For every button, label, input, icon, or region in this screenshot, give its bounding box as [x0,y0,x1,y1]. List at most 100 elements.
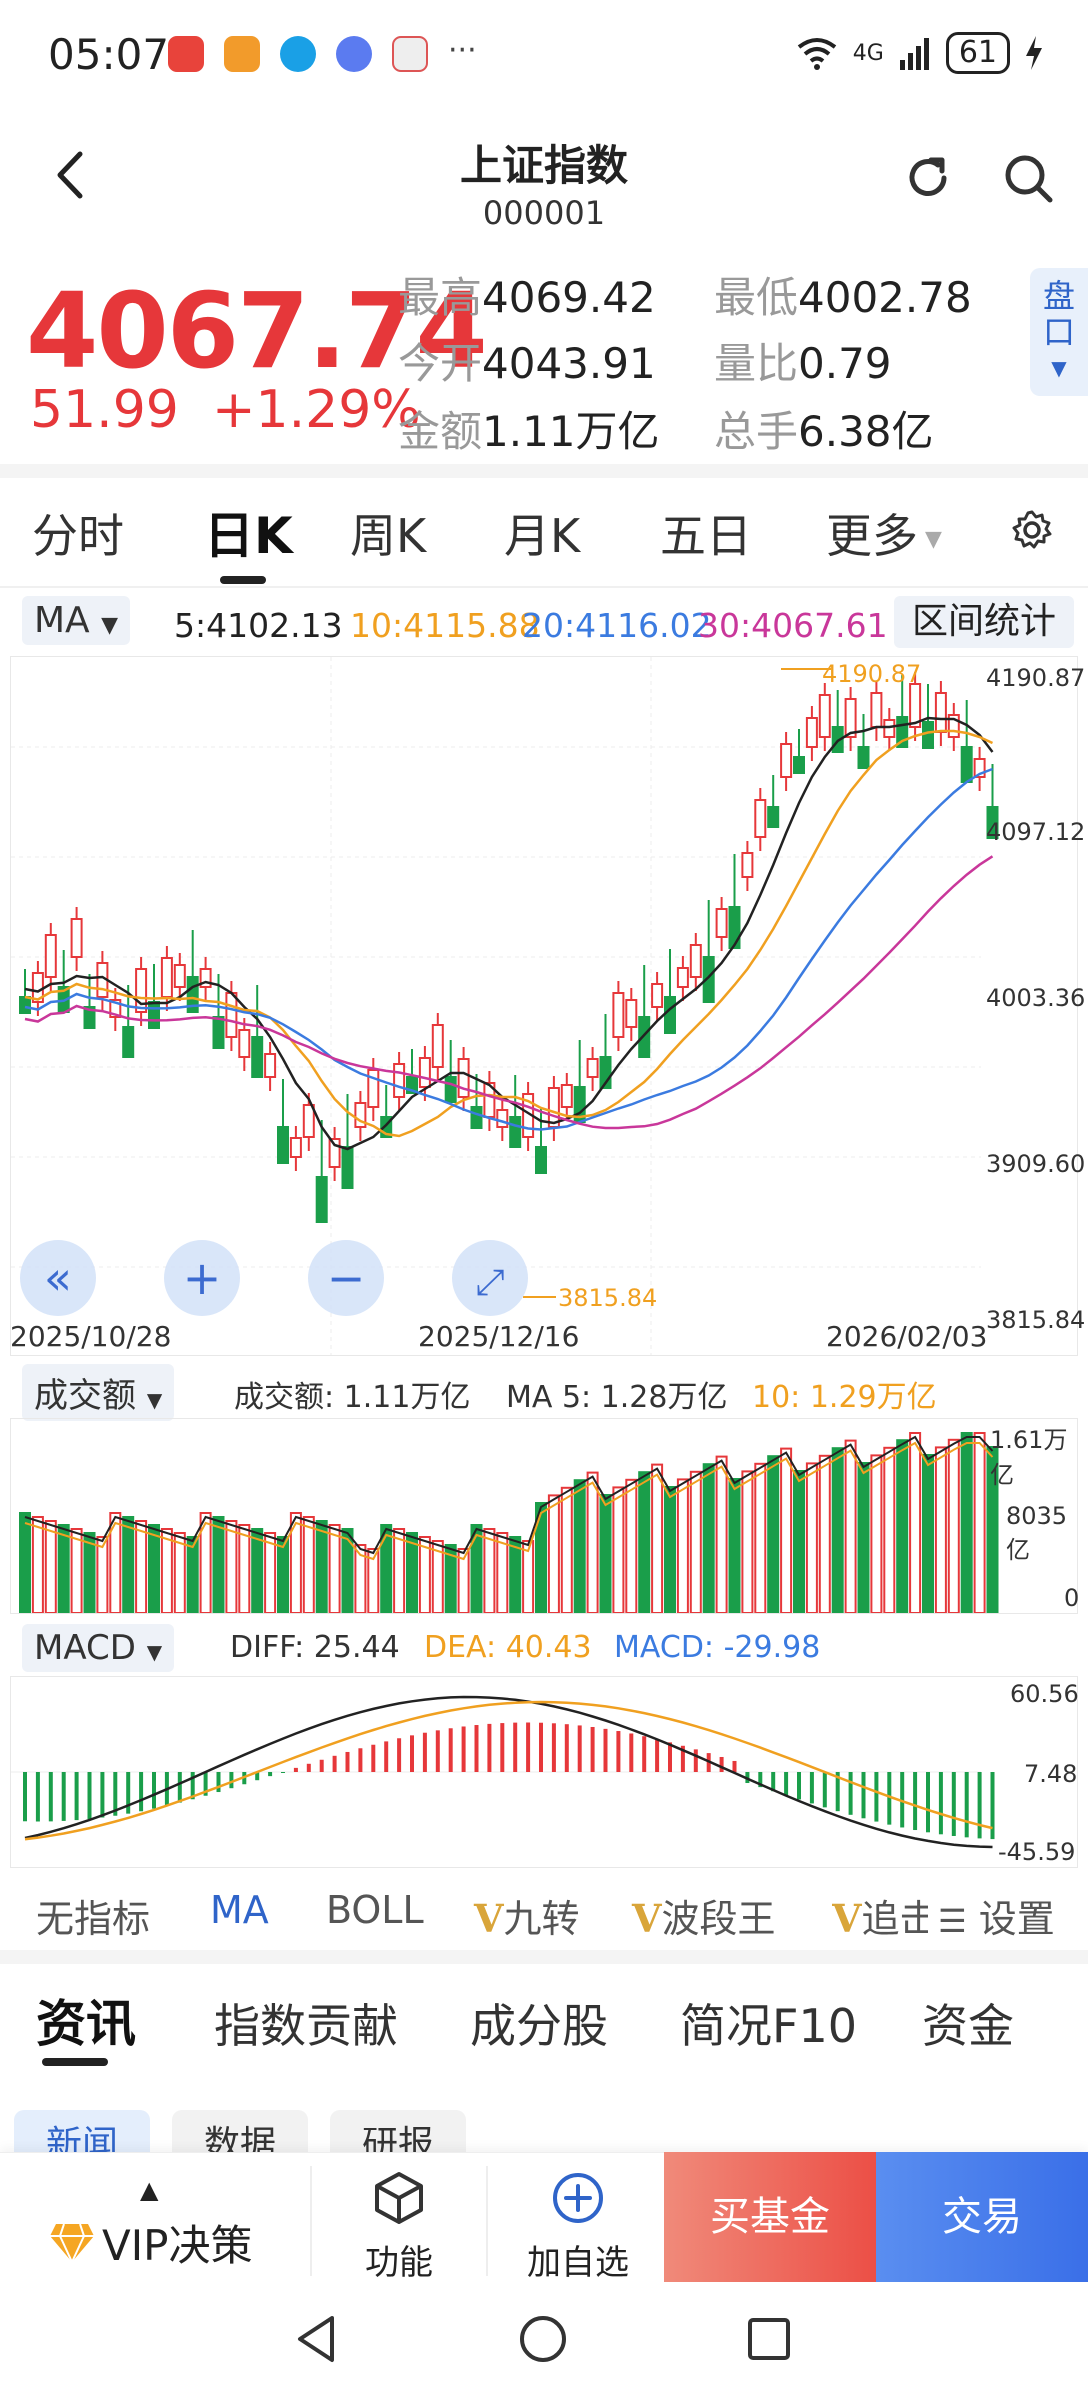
macd-bar [74,1772,79,1821]
macd-selector[interactable]: MACD ▼ [22,1624,175,1672]
indicator-chase[interactable]: V追击 [832,1888,928,1943]
macd-bar [255,1772,260,1781]
candle-body [651,983,664,1008]
tab-more[interactable]: 更多 ▼ [826,500,942,566]
fullscreen-button[interactable]: ⤢ [452,1240,528,1316]
candle-body [470,1106,483,1129]
candle-body [934,692,947,733]
macd-bar [152,1772,156,1809]
tab-constituents[interactable]: 成分股 [470,1999,608,2053]
back-triangle-icon[interactable] [290,2312,344,2366]
volume-bar [676,1478,689,1615]
zoom-out-button[interactable]: − [308,1240,384,1316]
kline-chart[interactable] [10,656,1078,1356]
indicator-ma[interactable]: MA [210,1888,269,1932]
diff-line [24,1695,993,1849]
candle-body [444,1076,457,1103]
zoom-in-button[interactable]: + [164,1240,240,1316]
ma20-line [24,767,993,1131]
add-watchlist-button[interactable]: 加自选 [522,2170,634,2284]
home-circle-icon[interactable] [516,2312,570,2366]
caret-up-icon[interactable]: ▲ [140,2176,159,2204]
macd-bar [874,1772,879,1822]
volume-bar [870,1454,883,1615]
gear-icon[interactable] [1010,508,1054,552]
macd-bar [861,1772,866,1819]
candle-body [741,852,754,878]
macd-bar [448,1728,453,1772]
tab-capital[interactable]: 资金 [922,1999,1014,2053]
tab-index-contribution[interactable]: 指数贡献 [214,1999,398,2053]
y-axis-label: 0 [1064,1584,1080,1612]
range-stats-button[interactable]: 区间统计 [894,596,1074,648]
macd-bar [500,1723,505,1772]
candle-body [638,1016,651,1058]
candle-body [289,1137,302,1158]
indicator-none[interactable]: 无指标 [36,1897,151,1941]
volume-bar [44,1520,57,1614]
vip-decision-button[interactable]: VIP决策 [48,2212,252,2273]
volume-selector[interactable]: 成交额 ▼ [22,1364,175,1421]
volume-ma10-line [24,1441,994,1561]
pankou-button[interactable]: 盘口 ▼ [1030,268,1088,396]
volume-bar [277,1536,289,1614]
scroll-left-button[interactable]: « [20,1240,96,1316]
volume-bar [844,1439,857,1614]
indicator-wave-king[interactable]: V波段王 [632,1888,776,1943]
volume-bar [754,1462,767,1614]
macd-bar [35,1772,40,1822]
candle-body [380,1116,393,1138]
macd-selector-label: MACD [34,1628,136,1668]
ma-selector[interactable]: MA ▼ [22,596,131,645]
tab-f10[interactable]: 简况F10 [680,1999,857,2053]
stat-value: 1.11万亿 [482,407,660,456]
trade-button[interactable]: 交易 [876,2152,1088,2282]
dea-line [24,1700,993,1841]
volume-bar [393,1528,406,1614]
macd-bar [229,1772,234,1789]
tab-five-day[interactable]: 五日 [660,509,752,563]
candle-body [264,1053,277,1078]
volume-chart [10,1418,1078,1615]
change-value: 51.99 [30,380,179,440]
volume-bar [818,1454,831,1614]
indicator-settings-button[interactable]: ☰ 设置 [930,1888,1055,1943]
macd-bar [23,1772,27,1822]
tab-weekly-k[interactable]: 周K [350,509,427,563]
change-percent: +1.29% [211,380,421,440]
tab-more-label: 更多 [826,509,918,563]
volume-bar [702,1463,715,1615]
indicator-nine-turn[interactable]: V九转 [474,1888,580,1943]
volume-bar [19,1512,31,1614]
y-axis-label: 8035亿 [1006,1502,1068,1564]
search-icon[interactable] [1000,150,1056,206]
macd-bar [113,1772,118,1816]
tab-news[interactable]: 资讯 [36,1995,136,2053]
ma10-line [24,729,994,1138]
refresh-icon[interactable] [900,150,956,206]
candle-body [947,714,960,738]
buy-fund-button[interactable]: 买基金 [664,2152,876,2282]
macd-bar [693,1749,698,1772]
divider [310,2166,312,2276]
candle-body [831,726,844,753]
stat-label: 金额 [398,407,483,456]
macd-bar [887,1772,892,1825]
recents-square-icon[interactable] [742,2312,796,2366]
stat-label: 量比 [714,339,799,388]
macd-bar [990,1772,995,1840]
volume-bar [57,1524,70,1614]
indicator-boll[interactable]: BOLL [326,1888,424,1932]
macd-bar [306,1763,311,1772]
back-icon[interactable] [50,150,90,200]
app-notification-icon [280,36,316,72]
candle-body [870,692,883,728]
tab-monthly-k[interactable]: 月K [504,509,581,563]
volume-bar [831,1447,844,1615]
tab-intraday[interactable]: 分时 [32,509,124,563]
volume-bar [70,1528,83,1614]
tab-daily-k[interactable]: 日K [204,507,293,565]
function-button[interactable]: 功能 [358,2170,440,2284]
macd-bar [977,1772,982,1839]
page-title: 上证指数 [459,141,628,190]
